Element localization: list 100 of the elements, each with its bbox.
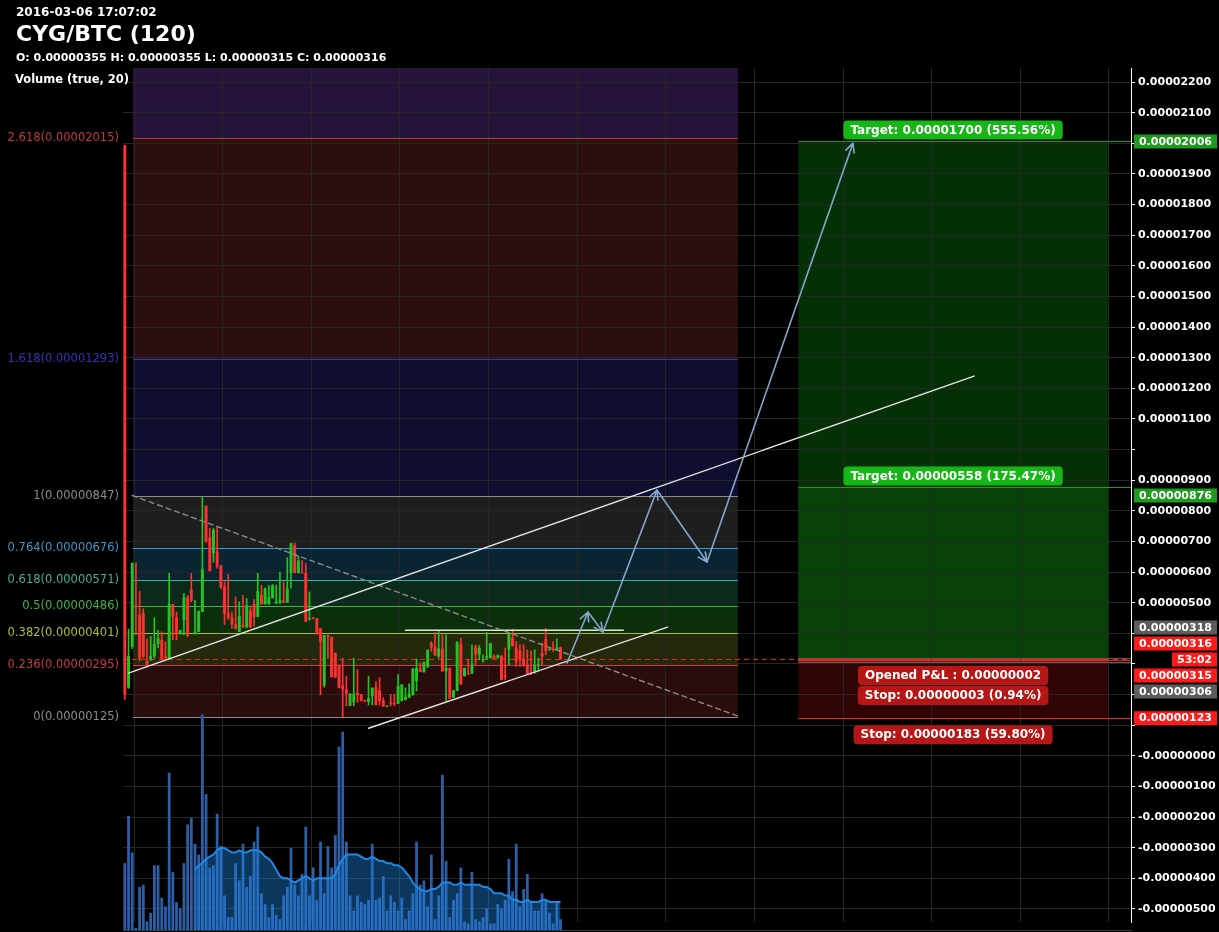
y-tick-label: 0.00001600	[1138, 258, 1212, 272]
candlestick	[367, 675, 371, 706]
y-tick-label: -0.00000500	[1138, 901, 1216, 915]
candlestick	[547, 648, 551, 651]
bar	[459, 867, 463, 930]
y-tick-label: 0.00000900	[1138, 473, 1212, 487]
text: 53:02	[1176, 652, 1212, 666]
bar	[381, 876, 385, 930]
candlestick	[415, 658, 419, 692]
candlestick	[127, 628, 131, 689]
y-tick-label: -0.00000400	[1138, 871, 1216, 885]
y-tick-label: -0.00000100	[1138, 779, 1216, 793]
y-tick-label: 0.00000700	[1138, 534, 1212, 548]
candlestick	[352, 657, 356, 707]
candlestick	[163, 641, 167, 659]
bar	[319, 841, 322, 930]
text: 2016-03-06 17:07:02	[16, 5, 157, 20]
candlestick	[149, 636, 153, 662]
bar	[153, 865, 156, 930]
candlestick	[259, 584, 263, 605]
candlestick	[175, 611, 179, 641]
band-label: Stop: 0.00000183 (59.80%)	[860, 727, 1046, 742]
ref-line-label: 0.764(0.00000676)	[7, 540, 119, 555]
bar	[234, 863, 237, 930]
band-label: Stop: 0.00000003 (0.94%)	[864, 688, 1042, 703]
bar	[507, 858, 511, 930]
bar	[525, 873, 529, 930]
y-tick-label: 0.00001500	[1138, 289, 1212, 303]
chart-subtitle: O: 0.00000355 H: 0.00000355 L: 0.00000315 C: 0.00000316	[16, 51, 387, 65]
ref-line-label: 0.00002006	[1138, 134, 1213, 148]
y-tick-label: 0.00001800	[1138, 197, 1212, 211]
bar	[477, 921, 481, 930]
bar	[356, 895, 359, 930]
bar	[311, 867, 315, 930]
candlestick	[555, 638, 559, 650]
y-tick-label: 0.00001900	[1138, 166, 1212, 180]
ref-line-label: 0.236(0.00000295)	[7, 657, 119, 672]
bar	[400, 897, 404, 930]
bar	[389, 895, 393, 930]
y-tick-label: 0.00001300	[1138, 350, 1212, 364]
bar	[304, 826, 308, 930]
bar	[441, 774, 444, 930]
candlestick	[211, 527, 215, 563]
candlestick	[403, 687, 407, 701]
y-tick-label: 0.00001100	[1138, 411, 1212, 425]
bar	[415, 841, 418, 930]
chart-title: Volume (true, 20)	[15, 72, 130, 87]
bar	[141, 884, 145, 930]
ref-line-label: 0.618(0.00000571)	[7, 572, 119, 587]
y-tick-label: 0.00000800	[1138, 503, 1212, 517]
y-tick-label: 0.00001200	[1138, 381, 1212, 395]
candlestick	[485, 632, 489, 660]
bar	[215, 813, 219, 930]
bar	[496, 904, 500, 930]
ref-line-label: 0(0.00000125)	[33, 709, 119, 724]
y-tick-label: 0.00000500	[1138, 595, 1212, 609]
candlestick	[278, 571, 282, 604]
bar	[514, 843, 518, 930]
band-label: Target: 0.00001700 (555.56%)	[850, 122, 1056, 137]
y-tick-label: 0.00002200	[1138, 74, 1212, 88]
bar	[138, 886, 141, 930]
y-tick-label: 0.00001400	[1138, 319, 1212, 333]
candlestick	[389, 693, 393, 707]
y-tick-label: 0.00000600	[1138, 564, 1212, 578]
bar	[127, 815, 130, 930]
legend-label: 0.00000315	[1138, 668, 1212, 682]
bar	[256, 826, 260, 930]
y-tick-label: 0.00002100	[1138, 105, 1212, 119]
candlestick	[463, 667, 467, 677]
bar	[370, 843, 374, 930]
bar	[201, 714, 204, 930]
bar	[341, 731, 345, 930]
y-tick-label: 0.00001700	[1138, 228, 1212, 242]
ref-line-label: 0.382(0.00000401)	[7, 625, 119, 640]
chart-title: CYG/BTC (120)	[16, 21, 196, 48]
ref-line-label: 2.618(0.00002015)	[7, 130, 119, 145]
candlestick	[341, 657, 345, 718]
ref-line-label: 0.00000876	[1138, 488, 1213, 502]
ref-line-label: 0.5(0.00000486)	[22, 598, 119, 613]
bar	[555, 901, 559, 930]
band-label: Target: 0.00000558 (175.47%)	[850, 468, 1056, 483]
y-tick-label: -0.00000000	[1138, 748, 1216, 762]
bar	[271, 904, 274, 930]
y-tick-label: -0.00000200	[1138, 809, 1216, 823]
bar	[363, 904, 367, 930]
ref-line-label: 0.00000123	[1138, 711, 1212, 725]
y-tick-label: -0.00000300	[1138, 840, 1216, 854]
ref-line-label: 0.00000316	[1138, 636, 1213, 650]
bar	[485, 908, 489, 930]
bar	[429, 854, 433, 930]
ref-line-label: 1.618(0.00001293)	[7, 351, 119, 366]
candlestick	[307, 591, 311, 621]
ref-line-label: 1(0.00000847)	[33, 488, 119, 503]
candlestick	[559, 646, 563, 660]
ref-line-label: 0.00000306	[1138, 684, 1213, 698]
candlestick	[444, 634, 448, 702]
ref-line-label: 0.00000318	[1138, 620, 1212, 634]
bar	[189, 817, 193, 930]
annotation: Opened P&L : 0.00000002	[865, 668, 1042, 683]
bar	[167, 772, 171, 930]
